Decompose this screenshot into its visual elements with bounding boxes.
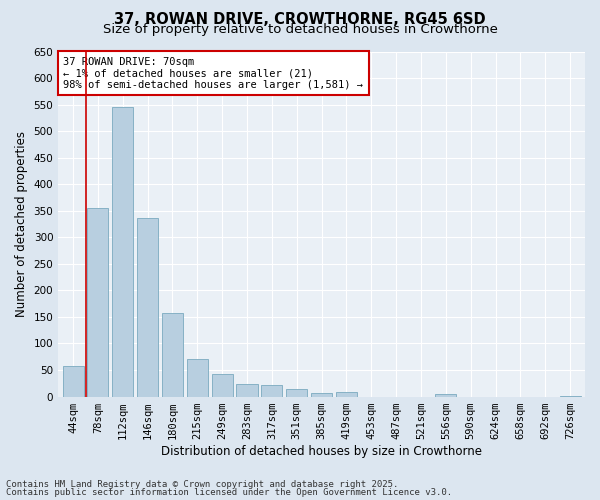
Bar bbox=[262, 385, 283, 396]
Y-axis label: Number of detached properties: Number of detached properties bbox=[15, 131, 28, 317]
Text: 37, ROWAN DRIVE, CROWTHORNE, RG45 6SD: 37, ROWAN DRIVE, CROWTHORNE, RG45 6SD bbox=[114, 12, 486, 28]
Bar bbox=[62, 366, 83, 396]
Bar bbox=[212, 374, 233, 396]
Bar bbox=[336, 392, 357, 396]
Bar bbox=[88, 208, 109, 396]
Text: Size of property relative to detached houses in Crowthorne: Size of property relative to detached ho… bbox=[103, 22, 497, 36]
Text: 37 ROWAN DRIVE: 70sqm
← 1% of detached houses are smaller (21)
98% of semi-detac: 37 ROWAN DRIVE: 70sqm ← 1% of detached h… bbox=[64, 56, 364, 90]
Bar bbox=[435, 394, 457, 396]
X-axis label: Distribution of detached houses by size in Crowthorne: Distribution of detached houses by size … bbox=[161, 444, 482, 458]
Bar bbox=[112, 107, 133, 397]
Bar bbox=[236, 384, 257, 396]
Text: Contains public sector information licensed under the Open Government Licence v3: Contains public sector information licen… bbox=[6, 488, 452, 497]
Bar bbox=[137, 218, 158, 396]
Bar bbox=[187, 360, 208, 397]
Bar bbox=[162, 313, 183, 396]
Bar bbox=[286, 389, 307, 396]
Text: Contains HM Land Registry data © Crown copyright and database right 2025.: Contains HM Land Registry data © Crown c… bbox=[6, 480, 398, 489]
Bar bbox=[311, 393, 332, 396]
